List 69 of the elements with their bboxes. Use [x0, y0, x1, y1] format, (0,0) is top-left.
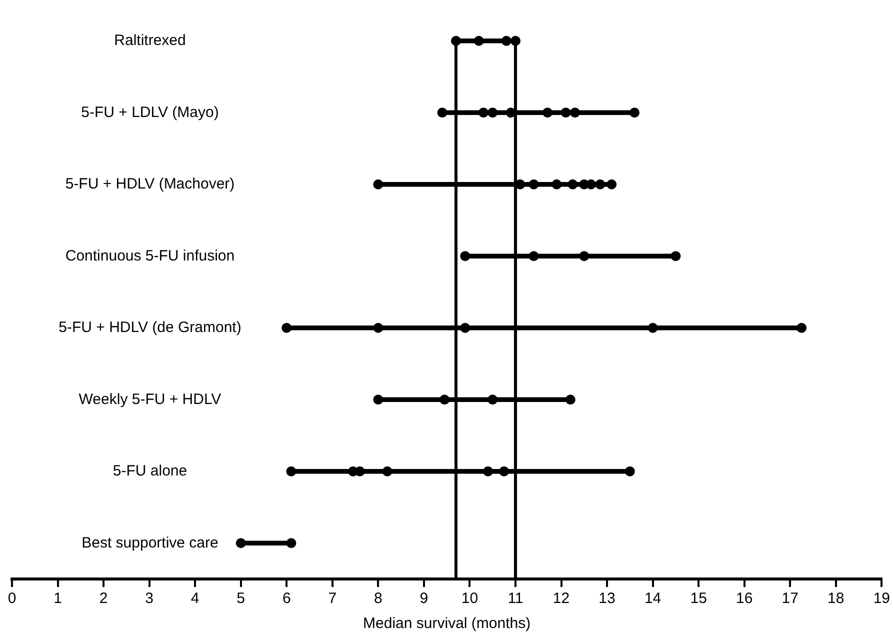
x-axis-title: Median survival (months)	[363, 615, 531, 632]
x-tick-label: 9	[420, 590, 428, 608]
x-tick-label: 16	[736, 590, 753, 608]
point	[670, 251, 681, 262]
x-tick-label: 8	[374, 590, 382, 608]
point	[552, 179, 562, 190]
x-tick-label: 12	[552, 590, 570, 608]
y-tick-label: Weekly 5-FU + HDLV	[78, 390, 222, 408]
point	[501, 36, 512, 46]
point	[606, 179, 617, 190]
point	[488, 394, 498, 405]
y-tick-label: 5-FU + HDLV (Machover)	[65, 176, 235, 193]
point	[648, 322, 658, 333]
y-tick-label: 5-FU + LDLV (Mayo)	[81, 104, 219, 121]
point	[483, 466, 494, 476]
point	[488, 108, 498, 118]
point	[460, 251, 470, 262]
point	[348, 466, 358, 476]
x-tick-label: 7	[328, 590, 337, 608]
x-tick-label: 5	[236, 590, 246, 608]
x-tick-label: 10	[461, 590, 478, 608]
x-tick-label: 19	[873, 590, 890, 608]
point	[629, 108, 640, 118]
point	[286, 466, 296, 476]
point	[474, 36, 484, 46]
x-tick-label: 0	[8, 590, 16, 608]
point	[624, 466, 635, 476]
x-tick-label: 18	[828, 590, 844, 608]
point	[373, 394, 384, 405]
x-tick-label: 13	[598, 590, 616, 608]
x-tick-label: 11	[508, 590, 524, 608]
y-tick-label: 5-FU + HDLV (de Gramont)	[58, 319, 242, 336]
point	[460, 322, 470, 333]
x-tick-label: 6	[282, 590, 291, 608]
point	[595, 179, 606, 190]
point	[568, 179, 578, 190]
y-tick-label: Best supportive care	[82, 534, 218, 552]
point	[570, 108, 580, 118]
point	[560, 108, 571, 118]
y-tick-label: Raltitrexed	[114, 32, 186, 50]
point	[515, 179, 526, 190]
point	[373, 179, 384, 190]
point	[282, 322, 292, 333]
x-tick-label: 4	[190, 590, 200, 608]
x-tick-label: 2	[99, 590, 108, 608]
point	[510, 36, 520, 46]
x-tick-label: 17	[782, 590, 798, 608]
point	[382, 466, 392, 476]
point	[565, 394, 576, 405]
point	[579, 251, 590, 262]
point	[437, 108, 448, 118]
point	[499, 466, 510, 476]
x-tick-label: 1	[54, 590, 62, 608]
point	[236, 538, 246, 548]
x-tick-label: 3	[145, 590, 154, 608]
x-tick-label: 15	[690, 590, 707, 608]
point	[286, 538, 296, 548]
y-tick-label: Continuous 5-FU infusion	[65, 247, 235, 264]
point	[373, 322, 384, 333]
point	[542, 108, 553, 118]
point	[528, 179, 539, 190]
point	[528, 251, 539, 262]
point	[478, 108, 488, 118]
point	[579, 179, 590, 190]
point	[450, 36, 461, 46]
point	[440, 394, 450, 405]
y-tick-label: 5-FU alone	[112, 462, 188, 480]
point	[796, 322, 807, 333]
x-tick-label: 14	[644, 590, 662, 608]
